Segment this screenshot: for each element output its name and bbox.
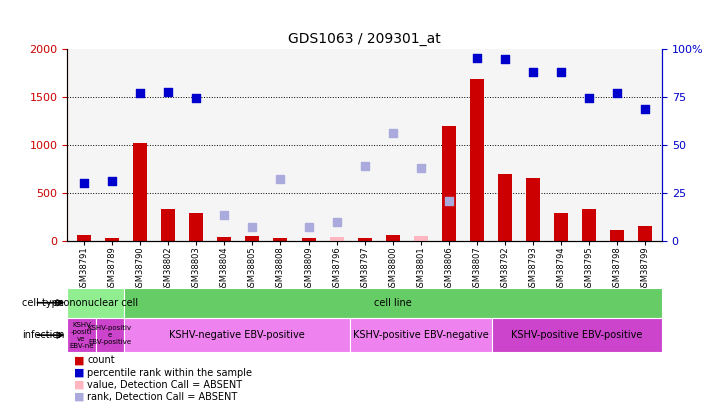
Text: cell type: cell type	[23, 298, 64, 308]
Text: ■: ■	[74, 368, 85, 377]
Bar	[161, 209, 176, 241]
Bar	[470, 79, 484, 241]
Bar	[582, 209, 596, 241]
Bar	[610, 230, 624, 241]
Point	[443, 197, 455, 204]
Text: percentile rank within the sample: percentile rank within the sample	[87, 368, 252, 377]
Text: mononuclear cell: mononuclear cell	[54, 298, 137, 308]
Text: ■: ■	[74, 392, 85, 402]
Bar	[526, 179, 540, 241]
Point	[471, 55, 482, 62]
Point	[163, 89, 174, 95]
Bar	[386, 235, 400, 241]
Point	[247, 223, 258, 230]
Point	[190, 94, 202, 101]
Bar	[217, 237, 232, 241]
Bar	[413, 236, 428, 241]
Bar	[350, 318, 492, 352]
Bar	[246, 236, 259, 241]
Title: GDS1063 / 209301_at: GDS1063 / 209301_at	[288, 32, 441, 46]
Text: KSHV
-positi
ve
EBV-ne: KSHV -positi ve EBV-ne	[69, 322, 93, 349]
Bar	[67, 288, 124, 318]
Point	[359, 163, 370, 169]
Text: value, Detection Call = ABSENT: value, Detection Call = ABSENT	[87, 380, 242, 390]
Point	[303, 223, 314, 230]
Bar	[105, 238, 119, 241]
Text: KSHV-positive EBV-negative: KSHV-positive EBV-negative	[353, 330, 489, 340]
Point	[219, 212, 230, 218]
Bar	[302, 238, 316, 241]
Bar	[329, 237, 343, 241]
Point	[583, 94, 595, 101]
Text: KSHV-positiv
e
EBV-positive: KSHV-positiv e EBV-positive	[88, 325, 132, 345]
Bar	[554, 213, 568, 241]
Bar	[124, 318, 350, 352]
Point	[106, 178, 118, 185]
Text: KSHV-negative EBV-positive: KSHV-negative EBV-positive	[169, 330, 305, 340]
Point	[415, 164, 426, 171]
Text: infection: infection	[22, 330, 64, 340]
Bar	[498, 174, 512, 241]
Text: count: count	[87, 356, 115, 365]
Bar	[273, 238, 287, 241]
Bar	[358, 238, 372, 241]
Point	[275, 176, 286, 183]
Point	[639, 106, 651, 113]
Point	[331, 219, 342, 225]
Bar	[492, 318, 662, 352]
Point	[79, 180, 90, 186]
Bar	[189, 213, 203, 241]
Point	[555, 68, 566, 75]
Text: rank, Detection Call = ABSENT: rank, Detection Call = ABSENT	[87, 392, 237, 402]
Bar	[413, 236, 428, 241]
Bar	[96, 318, 124, 352]
Point	[135, 90, 146, 96]
Point	[499, 56, 510, 62]
Point	[612, 90, 623, 96]
Text: cell line: cell line	[374, 298, 412, 308]
Point	[387, 130, 399, 136]
Text: KSHV-positive EBV-positive: KSHV-positive EBV-positive	[511, 330, 643, 340]
Bar	[133, 143, 147, 241]
Text: ■: ■	[74, 356, 85, 365]
Bar	[638, 226, 652, 241]
Bar	[67, 318, 96, 352]
Bar	[77, 235, 91, 241]
Point	[527, 68, 539, 75]
Bar	[442, 126, 456, 241]
Text: ■: ■	[74, 380, 85, 390]
Bar	[329, 237, 343, 241]
